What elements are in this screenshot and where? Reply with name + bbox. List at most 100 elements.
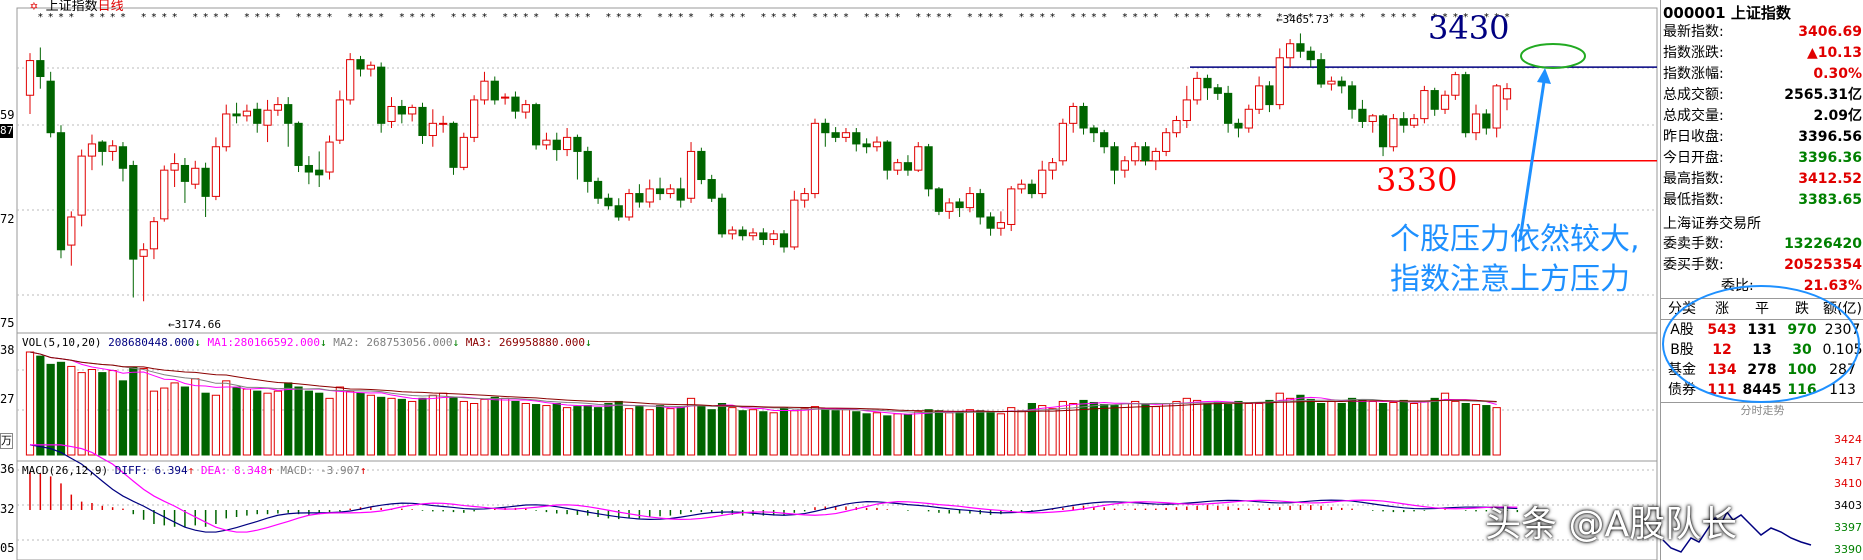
volume-bar	[170, 382, 179, 456]
volume-bar	[1027, 403, 1036, 456]
volume-bar	[1492, 407, 1501, 456]
stat-label: 指数涨跌:	[1663, 45, 1724, 61]
event-star-icon: *	[120, 12, 126, 23]
candle-body	[1492, 85, 1501, 129]
volume-bar	[480, 398, 489, 456]
volume-bar	[1069, 403, 1078, 456]
event-star-icon: *	[760, 12, 766, 23]
candle-body	[1389, 118, 1398, 148]
event-star-icon: *	[1184, 12, 1190, 23]
mini-intraday-chart[interactable]	[1661, 420, 1863, 560]
event-star-icon: *	[1297, 12, 1303, 23]
volume-bar	[955, 411, 964, 456]
kline-chart-svg[interactable]: * * * * * * * * * * * * * * * * * * * * * * * * * * * * * * * * * * * * * * * *…	[0, 0, 1658, 560]
event-star-icon: *	[1308, 12, 1314, 23]
event-star-icon: *	[1349, 12, 1355, 23]
kline-chart-area[interactable]: * * * * * * * * * * * * * * * * * * * * * * * * * * * * * * * * * * * * * * * *…	[0, 0, 1658, 560]
event-star-icon: *	[223, 12, 229, 23]
event-star-icon: *	[213, 12, 219, 23]
table-cell: 113	[1829, 382, 1856, 398]
candle-body	[1358, 108, 1367, 122]
event-star-icon: *	[378, 12, 384, 23]
volume-bar	[1378, 403, 1388, 456]
volume-bar	[965, 409, 975, 456]
event-star-icon: *	[1390, 12, 1396, 23]
event-star-icon: *	[89, 12, 95, 23]
volume-bar	[1254, 403, 1264, 456]
candle-body	[1275, 57, 1284, 106]
volume-bar	[1162, 403, 1171, 456]
mini-chart-axis-label: 3417	[1834, 455, 1862, 468]
volume-bar	[604, 403, 613, 456]
volume-bar	[180, 386, 190, 456]
event-star-icon: *	[1122, 12, 1128, 23]
volume-bar	[1131, 400, 1140, 456]
volume-bar	[872, 412, 882, 456]
candle-body	[439, 122, 448, 125]
candle-body	[108, 145, 117, 152]
event-star-icon: *	[471, 12, 477, 23]
volume-bar	[46, 363, 55, 456]
volume-ma2-line	[29, 351, 1497, 414]
event-star-icon: *	[915, 12, 921, 23]
event-star-icon: *	[192, 12, 198, 23]
volume-bar	[542, 405, 551, 456]
table-cell: 543	[1707, 322, 1737, 338]
event-star-icon: *	[1504, 12, 1510, 23]
volume-bar	[883, 415, 892, 456]
candle-body	[1409, 118, 1419, 126]
volume-bar	[459, 400, 468, 456]
arrow-up-icon: ↑	[359, 464, 367, 477]
candle-body	[955, 201, 964, 209]
candle-body	[1007, 188, 1016, 225]
candle-body	[666, 188, 675, 195]
volume-bar	[1358, 399, 1367, 456]
candle-body	[821, 122, 830, 134]
event-star-icon: *	[1235, 12, 1241, 23]
volume-bar	[1420, 400, 1429, 456]
volume-bar	[1471, 404, 1481, 456]
macd-diff-label: DIFF:	[114, 464, 148, 477]
table-row: 基金 134 278 100 287	[1661, 360, 1863, 380]
order-value: 13226420	[1784, 236, 1862, 252]
table-cell: 债券	[1668, 382, 1696, 398]
highlight-ellipse	[1520, 43, 1586, 69]
marker-low-value: 3174.66	[174, 318, 221, 331]
candle-body	[294, 122, 303, 166]
candle-body	[315, 169, 324, 176]
stat-row: 今日开盘: 3396.36	[1661, 148, 1863, 168]
candle-body	[480, 80, 489, 101]
order-row: 委卖手数: 13226420	[1661, 234, 1863, 254]
arrow-up-icon: ↑	[267, 464, 274, 477]
mini-chart-title[interactable]: 分时走势	[1661, 402, 1863, 419]
candle-body	[1120, 160, 1129, 171]
candle-body	[1048, 162, 1057, 171]
table-cell: 基金	[1668, 362, 1696, 378]
y-label-2: 72	[0, 212, 15, 226]
candle-body	[893, 162, 902, 171]
volume-bar	[1368, 400, 1377, 456]
candle-body	[263, 109, 272, 126]
stat-value: 3412.52	[1798, 171, 1862, 187]
candle-body	[542, 139, 551, 146]
event-star-icon: *	[523, 12, 529, 23]
candle-body	[1502, 88, 1512, 100]
volume-bar	[976, 410, 985, 456]
stat-row: 最新指数: 3406.69	[1661, 22, 1863, 42]
candle-body	[1337, 80, 1346, 87]
candle-body	[521, 104, 530, 113]
candle-body	[1162, 132, 1171, 152]
arrow-down-icon: ↓	[320, 336, 327, 349]
stat-row: 总成交量: 2.09亿	[1661, 106, 1863, 126]
stat-row: 最高指数: 3412.52	[1661, 169, 1863, 189]
volume-bar	[1409, 403, 1419, 456]
arrow-down-icon: ↓	[194, 336, 201, 349]
volume-bar	[387, 397, 396, 456]
volume-bar	[759, 411, 768, 456]
volume-bar	[1461, 403, 1470, 456]
event-star-icon: *	[244, 12, 250, 23]
order-label: 委买手数:	[1663, 257, 1724, 273]
title-code: 上证指数	[45, 0, 98, 14]
volume-bar	[397, 398, 406, 456]
volume-bar	[377, 396, 386, 456]
